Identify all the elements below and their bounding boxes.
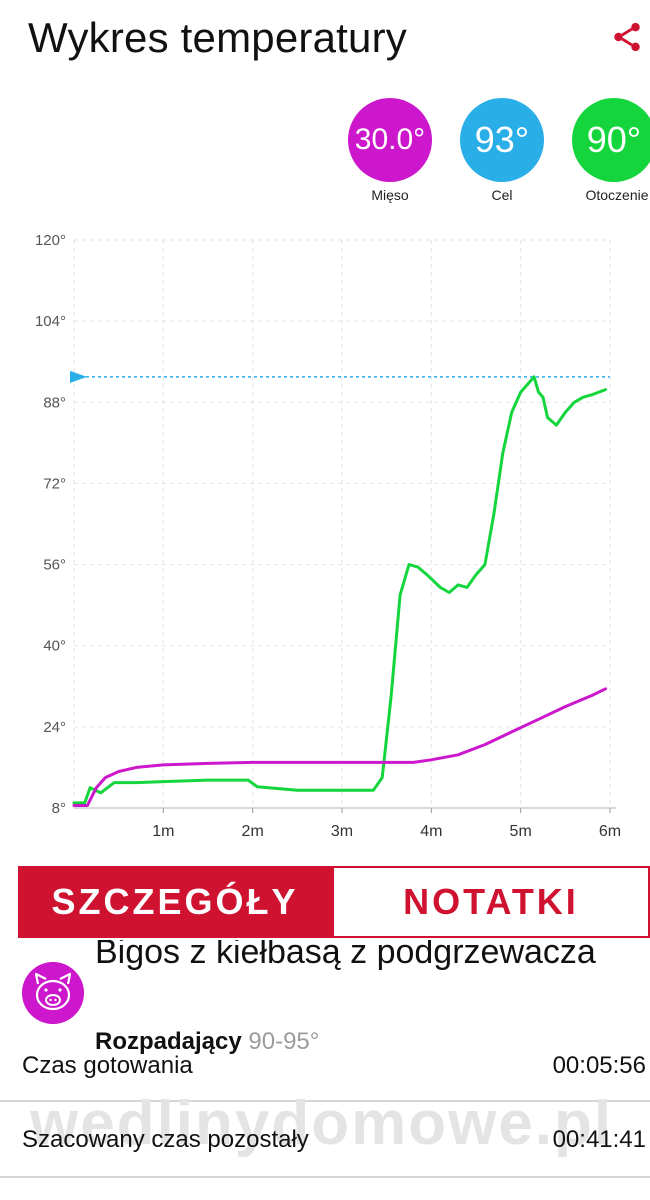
target-temp-value: 93° xyxy=(460,98,544,182)
target-gauge[interactable]: 93° Cel xyxy=(460,98,544,203)
recipe-card[interactable]: Bigos z kiełbasą z podgrzewacza Rozpadaj… xyxy=(0,940,650,1060)
ambient-temp-value: 90° xyxy=(572,98,650,182)
recipe-doneness: Rozpadający 90-95° xyxy=(95,1028,319,1056)
meat-temp-value: 30.0° xyxy=(348,98,432,182)
app-header: Wykres temperatury xyxy=(0,0,650,80)
target-label: Cel xyxy=(491,187,513,203)
tab-bar: SZCZEGÓŁY NOTATKI xyxy=(18,866,650,938)
y-tick-label: 56° xyxy=(43,557,66,574)
ambient-temp-series xyxy=(72,375,607,805)
y-tick-label: 72° xyxy=(43,475,66,492)
y-tick-label: 24° xyxy=(43,719,66,736)
tab-details[interactable]: SZCZEGÓŁY xyxy=(18,866,332,938)
row-divider xyxy=(0,1176,650,1178)
ambient-gauge[interactable]: 90° Otoczenie xyxy=(572,98,650,203)
x-tick-label: 5m xyxy=(510,823,532,840)
y-tick-label: 8° xyxy=(52,800,66,817)
x-tick-label: 1m xyxy=(152,823,174,840)
meat-gauge[interactable]: 30.0° Mięso xyxy=(348,98,432,203)
remaining-time-label: Szacowany czas pozostały xyxy=(22,1126,309,1153)
detail-row-remaining: Szacowany czas pozostały 00:41:41 xyxy=(0,1126,650,1186)
tab-notes[interactable]: NOTATKI xyxy=(332,866,650,938)
cook-time-label: Czas gotowania xyxy=(22,1052,193,1079)
row-divider xyxy=(0,1100,650,1102)
x-tick-label: 2m xyxy=(242,823,264,840)
detail-row-cook-time: Czas gotowania 00:05:56 xyxy=(0,1052,650,1112)
y-tick-label: 120° xyxy=(35,232,66,249)
doneness-label: Rozpadający xyxy=(95,1028,242,1055)
doneness-range: 90-95° xyxy=(248,1028,320,1055)
temperature-chart: 8° 24° 40° 56° 72° 88° 104° 120° 1m 2m 3m 4m 5m 6m xyxy=(35,232,621,840)
recipe-name: Bigos z kiełbasą z podgrzewacza xyxy=(95,940,596,971)
y-tick-label: 104° xyxy=(35,313,66,330)
ambient-label: Otoczenie xyxy=(585,187,649,203)
page-title: Wykres temperatury xyxy=(28,14,407,61)
share-icon[interactable] xyxy=(610,20,644,54)
x-tick-label: 3m xyxy=(331,823,353,840)
x-tick-label: 6m xyxy=(599,823,621,840)
y-tick-label: 88° xyxy=(43,394,66,411)
x-tick-label: 4m xyxy=(420,823,442,840)
meat-temp-series xyxy=(72,687,607,807)
remaining-time-value: 00:41:41 xyxy=(552,1126,646,1153)
target-marker-icon xyxy=(70,370,87,383)
meat-label: Mięso xyxy=(371,187,409,203)
cook-time-value: 00:05:56 xyxy=(552,1052,646,1079)
y-tick-label: 40° xyxy=(43,638,66,655)
pig-icon xyxy=(22,962,84,1024)
